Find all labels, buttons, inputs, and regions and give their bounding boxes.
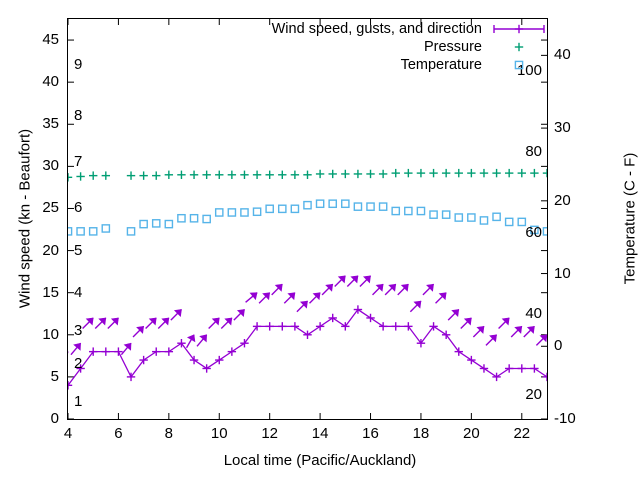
y2-tick-20: 20 [554, 191, 571, 209]
y2-tick-40: 40 [554, 46, 571, 64]
series-wind [68, 275, 547, 390]
x-tick-18: 18 [412, 425, 430, 442]
beaufort-label-1: 1 [74, 393, 83, 411]
y2-tick-0: 0 [554, 337, 563, 355]
beaufort-label-5: 5 [74, 241, 83, 259]
x-tick-6: 6 [114, 425, 123, 442]
legend-item-wind: Wind speed, gusts, and direction [272, 20, 548, 38]
y-tick-25: 25 [42, 199, 59, 217]
y-tick-0: 0 [50, 410, 59, 427]
x-tick-16: 16 [362, 425, 379, 442]
beaufort-label-8: 8 [74, 106, 83, 124]
x-tick-20: 20 [463, 425, 480, 442]
x-tick-4: 4 [63, 425, 73, 442]
beaufort-label-2: 2 [74, 355, 83, 373]
chart-legend: Wind speed, gusts, and direction Pressur… [272, 20, 548, 74]
x-axis-title: Local time (Pacific/Auckland) [223, 452, 417, 469]
series-temperature [68, 199, 547, 236]
beaufort-label-7: 7 [74, 153, 83, 171]
legend-key-pressure [490, 40, 548, 54]
beaufort-label-9: 9 [74, 56, 83, 74]
y-tick-20: 20 [42, 241, 59, 259]
y2-tick-10: 10 [554, 264, 571, 282]
legend-key-wind [490, 22, 548, 36]
y-tick-45: 45 [42, 31, 59, 49]
x-tick-22: 22 [513, 425, 531, 442]
x-tick-14: 14 [311, 425, 329, 442]
y-tick-10: 10 [42, 325, 59, 343]
series-pressure [68, 168, 547, 182]
legend-key-temperature [490, 58, 548, 72]
plot-canvas [68, 19, 547, 419]
y-axis-right-title: Temperature (C - F) [621, 152, 639, 285]
fahrenheit-label-80: 80 [525, 143, 542, 161]
legend-label-temperature: Temperature [400, 57, 482, 73]
y-tick-15: 15 [42, 283, 59, 301]
legend-item-pressure: Pressure [272, 38, 548, 56]
fahrenheit-label-60: 60 [525, 223, 542, 241]
beaufort-label-4: 4 [74, 283, 83, 301]
legend-label-pressure: Pressure [423, 39, 482, 55]
y-tick-35: 35 [42, 115, 59, 133]
axis-ticks [68, 19, 547, 419]
x-tick-8: 8 [164, 425, 173, 442]
y-tick-40: 40 [42, 73, 59, 91]
legend-label-wind: Wind speed, gusts, and direction [271, 21, 482, 37]
y-axis-left-title: Wind speed (kn - Beaufort) [16, 128, 34, 309]
beaufort-label-6: 6 [74, 199, 83, 217]
y-tick-5: 5 [50, 367, 59, 385]
beaufort-label-3: 3 [74, 321, 83, 339]
plot-area [67, 18, 548, 420]
legend-item-temperature: Temperature [272, 56, 548, 74]
fahrenheit-label-40: 40 [525, 305, 542, 323]
y2-tick--10: -10 [554, 410, 576, 427]
fahrenheit-label-20: 20 [525, 386, 542, 403]
y2-tick-30: 30 [554, 119, 571, 137]
x-tick-12: 12 [261, 425, 279, 442]
x-tick-10: 10 [210, 425, 228, 442]
y-tick-30: 30 [42, 157, 59, 175]
